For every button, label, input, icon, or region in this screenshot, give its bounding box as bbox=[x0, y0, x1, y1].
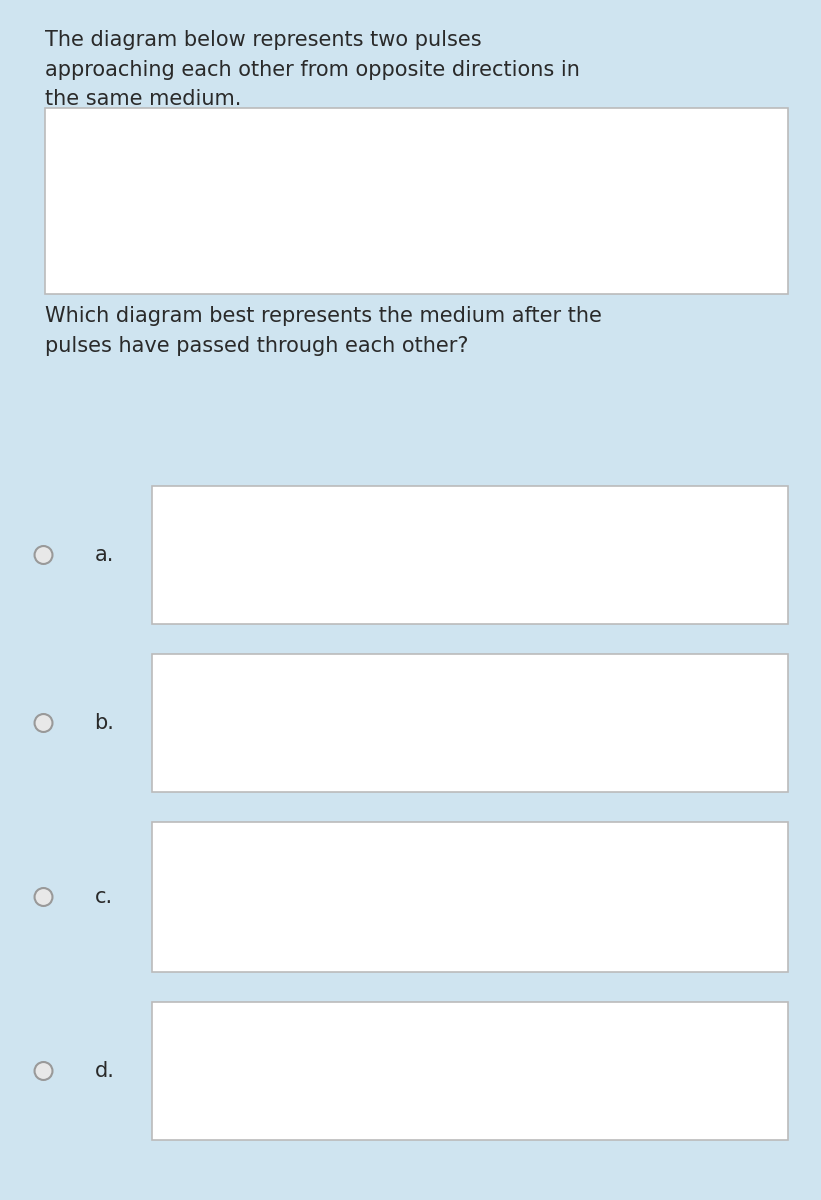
Text: d.: d. bbox=[94, 1061, 114, 1081]
Text: b.: b. bbox=[94, 713, 114, 733]
Circle shape bbox=[34, 546, 53, 564]
Circle shape bbox=[34, 1062, 53, 1080]
Text: c.: c. bbox=[94, 887, 112, 907]
Circle shape bbox=[34, 714, 53, 732]
Circle shape bbox=[34, 888, 53, 906]
Text: The diagram below represents two pulses
approaching each other from opposite dir: The diagram below represents two pulses … bbox=[45, 30, 580, 109]
Text: a.: a. bbox=[94, 545, 114, 565]
Text: Which diagram best represents the medium after the
pulses have passed through ea: Which diagram best represents the medium… bbox=[45, 306, 602, 355]
